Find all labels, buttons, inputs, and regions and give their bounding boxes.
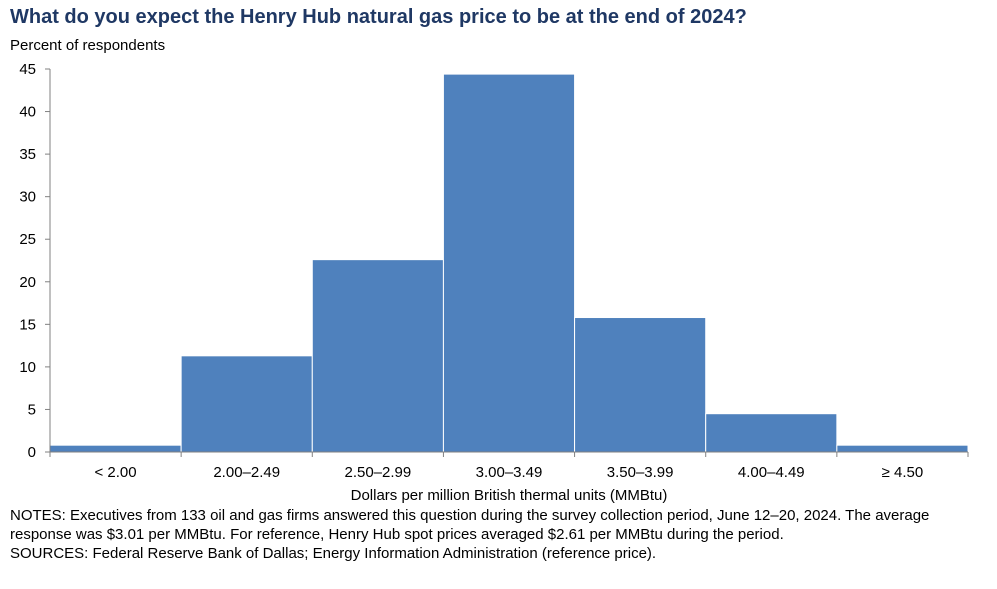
- x-axis-ticks: < 2.00 2.00–2.49 2.50–2.99 3.00–3.49 3.50–3.…: [49, 452, 969, 481]
- x-tick-label: 2.00–2.49: [213, 464, 280, 481]
- sources-text: SOURCES: Federal Reserve Bank of Dallas;…: [10, 545, 657, 562]
- bar-4: [574, 317, 707, 453]
- y-axis-label: Percent of respondents: [10, 37, 166, 54]
- x-tick-label: 3.50–3.99: [607, 464, 674, 481]
- y-tick-label: 40: [19, 104, 36, 121]
- bar-5: [705, 413, 838, 453]
- y-tick-label: 35: [19, 146, 36, 163]
- bar-3: [442, 73, 576, 453]
- y-tick-label: 25: [19, 231, 36, 248]
- bar-2: [311, 259, 444, 453]
- bar-6: [836, 444, 969, 453]
- y-tick-label: 30: [19, 189, 36, 206]
- y-tick-label: 45: [19, 61, 36, 78]
- notes-block: NOTES: Executives from 133 oil and gas f…: [10, 506, 975, 563]
- bar-0: [49, 444, 182, 453]
- x-tick-label: ≥ 4.50: [882, 464, 924, 481]
- histogram-chart: 0 5 10 15 20 25 30 35 40 45 < 2.00 2.00–2.49 2.50–2…: [19, 61, 969, 504]
- x-tick-label: 4.00–4.49: [738, 464, 805, 481]
- y-tick-label: 10: [19, 359, 36, 376]
- y-tick-label: 5: [28, 401, 36, 418]
- x-tick-label: 2.50–2.99: [344, 464, 411, 481]
- x-tick-label: 3.00–3.49: [476, 464, 543, 481]
- x-tick-label: < 2.00: [95, 464, 137, 481]
- x-axis-label: Dollars per million British thermal unit…: [351, 487, 668, 504]
- y-tick-label: 15: [19, 316, 36, 333]
- bars: [49, 73, 969, 453]
- y-axis-ticks: 0 5 10 15 20 25 30 35 40 45: [19, 61, 50, 461]
- y-tick-label: 20: [19, 274, 36, 291]
- notes-text: NOTES: Executives from 133 oil and gas f…: [10, 507, 930, 543]
- y-tick-label: 0: [28, 444, 36, 461]
- bar-1: [180, 355, 313, 453]
- chart-title: What do you expect the Henry Hub natural…: [10, 6, 747, 28]
